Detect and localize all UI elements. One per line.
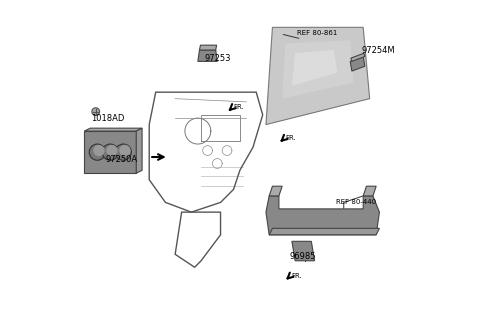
Polygon shape [282,40,353,99]
Text: 96985: 96985 [290,252,316,261]
Polygon shape [198,50,217,61]
Circle shape [93,145,105,156]
Polygon shape [269,186,282,196]
Polygon shape [84,128,142,131]
Text: REF 80-440: REF 80-440 [336,199,376,205]
Circle shape [102,144,119,160]
Polygon shape [136,128,142,173]
Text: 97253: 97253 [204,54,230,63]
Polygon shape [351,53,365,61]
Circle shape [89,144,106,160]
Text: REF 80-861: REF 80-861 [297,30,337,36]
Polygon shape [200,45,216,50]
Polygon shape [266,196,379,235]
Polygon shape [269,228,379,235]
Polygon shape [350,57,365,71]
Text: FR.: FR. [233,104,244,110]
Polygon shape [292,241,314,261]
Circle shape [115,144,132,160]
Circle shape [106,145,118,156]
Text: FR.: FR. [286,135,296,141]
Polygon shape [266,27,370,125]
Circle shape [119,145,131,156]
Circle shape [92,108,100,115]
Text: 1018AD: 1018AD [91,114,124,123]
Text: 97254M: 97254M [361,45,395,55]
Polygon shape [363,186,376,196]
Text: 97250A: 97250A [106,155,138,164]
Text: FR.: FR. [291,273,302,279]
Polygon shape [84,131,136,173]
Polygon shape [292,50,337,86]
